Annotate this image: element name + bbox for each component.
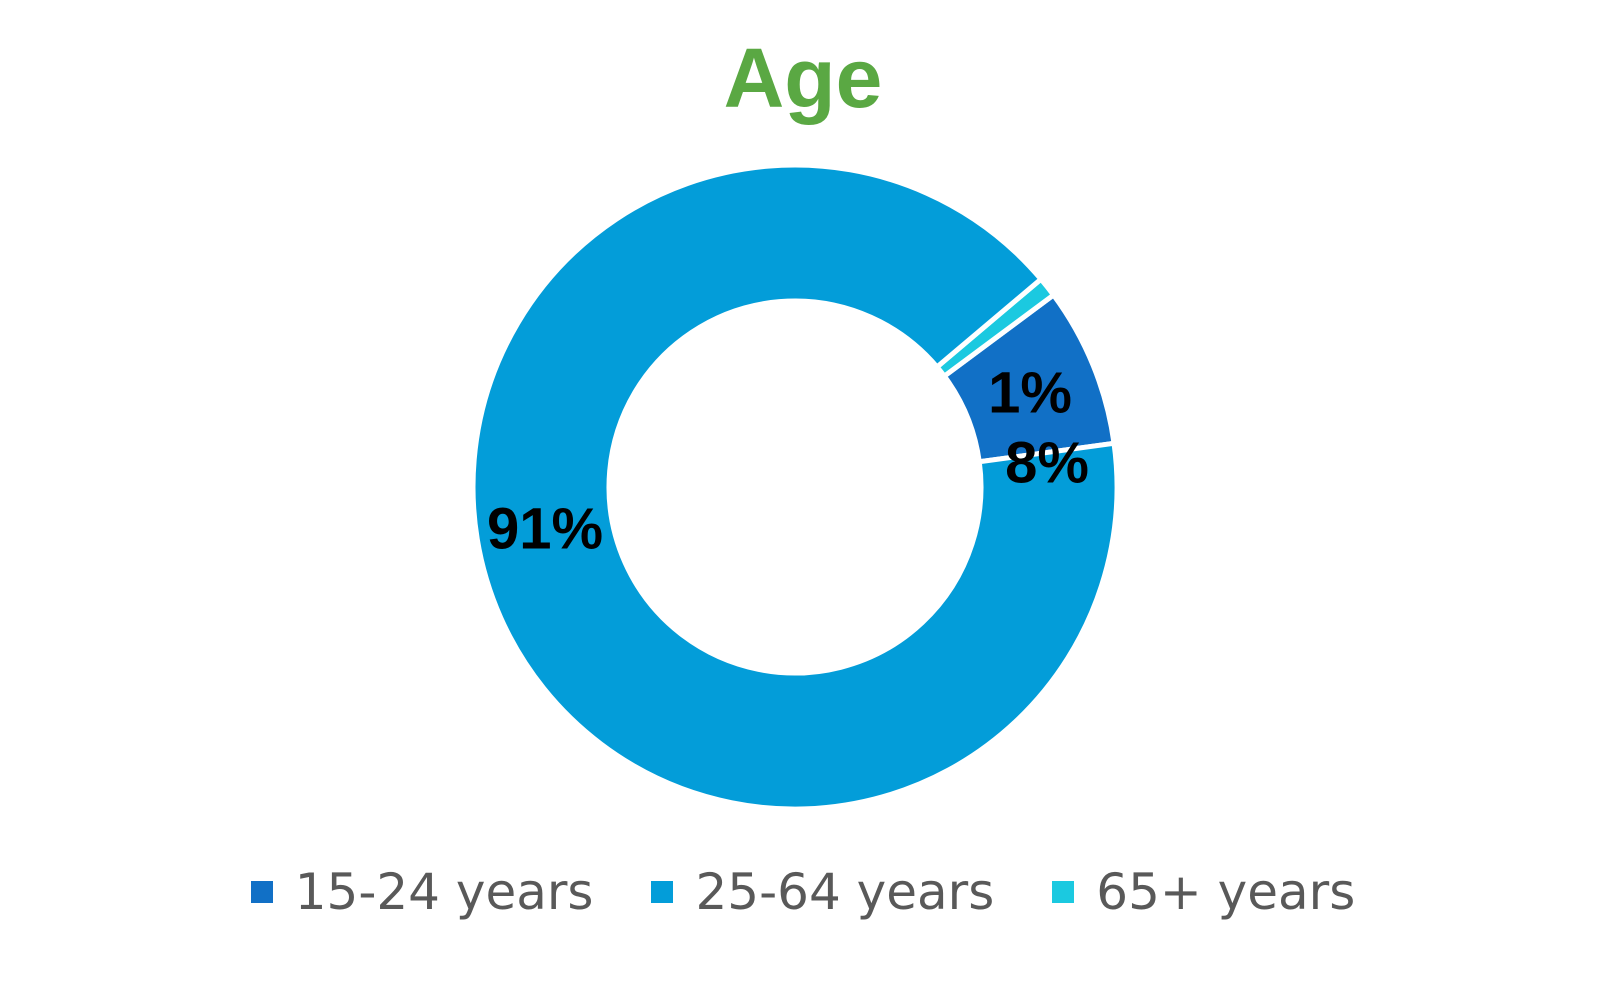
legend-item: 15-24 years [250,862,594,922]
legend-swatch [651,881,674,903]
legend-swatch [250,881,273,903]
data-label-15-24-years: 8% [1005,431,1089,496]
legend-label: 15-24 years [294,863,594,921]
chart-title: Age [723,31,883,125]
data-label-65-years: 1% [988,361,1072,426]
legend-item: 65+ years [1052,862,1355,922]
legend-label: 25-64 years [695,863,995,921]
legend-label: 65+ years [1096,863,1356,921]
legend-item: 25-64 years [651,862,994,922]
donut-slice-25-64-years [470,162,1120,812]
chart-legend: 15-24 years 25-64 years 65+ years [0,862,1606,922]
data-label-25-64-years: 91% [487,497,603,562]
legend-swatch [1052,881,1075,903]
